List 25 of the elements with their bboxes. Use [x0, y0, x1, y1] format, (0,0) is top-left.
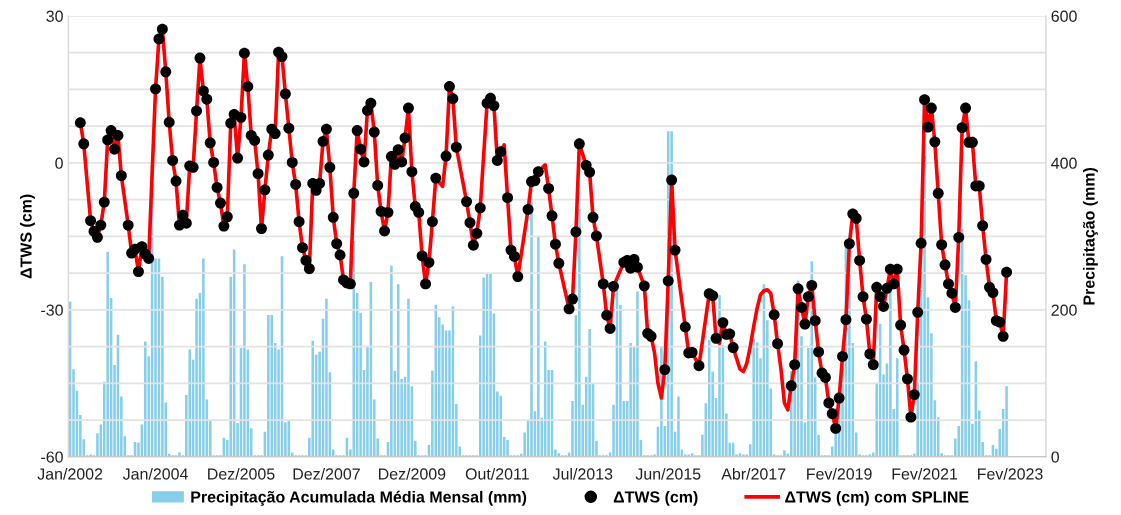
y2-axis-title: Precipitação (mm) — [1082, 167, 1098, 305]
x-tick-label: Fev/2019 — [807, 467, 872, 480]
legend-label: ΔTWS (cm) com SPLINE — [785, 490, 969, 506]
y2-tick-label: 0 — [1051, 451, 1060, 463]
y-tick-label: -30 — [41, 304, 63, 316]
y-tick-label: -60 — [41, 451, 63, 463]
y-tick-label: 30 — [46, 10, 63, 22]
y2-tick-label: 200 — [1051, 304, 1077, 316]
x-tick-label: Dez/2007 — [293, 467, 360, 480]
x-tick-label: Jun/2015 — [635, 467, 701, 480]
legend-label: ΔTWS (cm) — [613, 490, 698, 506]
x-tick-label: Abr/2017 — [721, 467, 786, 480]
y-axis-title: ΔTWS (cm) — [19, 194, 35, 279]
y-tick-label: 0 — [55, 157, 63, 169]
x-tick-label: Dez/2005 — [208, 467, 275, 480]
x-tick-label: Jan/2004 — [122, 467, 188, 480]
x-tick-label: Jul/2013 — [552, 467, 613, 480]
y2-tick-label: 600 — [1051, 10, 1077, 22]
legend-label: Precipitação Acumulada Média Mensal (mm) — [191, 490, 527, 506]
x-tick-label: Fev/2023 — [978, 467, 1043, 480]
x-tick-label: Dez/2009 — [379, 467, 446, 480]
x-tick-label: Fev/2021 — [892, 467, 958, 480]
x-tick-label: Jan/2002 — [37, 467, 103, 480]
y2-tick-label: 400 — [1051, 157, 1077, 169]
x-tick-label: Out/2011 — [465, 467, 529, 480]
